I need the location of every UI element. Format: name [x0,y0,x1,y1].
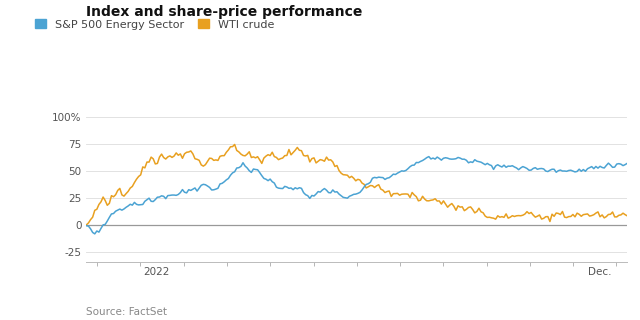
Text: Source: FactSet: Source: FactSet [86,307,168,317]
Legend: S&P 500 Energy Sector, WTI crude: S&P 500 Energy Sector, WTI crude [35,19,274,29]
Text: Index and share-price performance: Index and share-price performance [86,5,363,19]
